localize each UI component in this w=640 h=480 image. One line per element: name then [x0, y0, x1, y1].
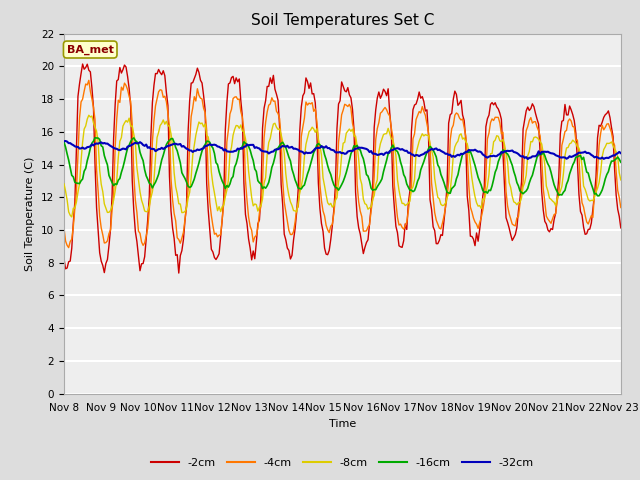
- Y-axis label: Soil Temperature (C): Soil Temperature (C): [26, 156, 35, 271]
- Legend: -2cm, -4cm, -8cm, -16cm, -32cm: -2cm, -4cm, -8cm, -16cm, -32cm: [147, 453, 538, 472]
- Title: Soil Temperatures Set C: Soil Temperatures Set C: [251, 13, 434, 28]
- X-axis label: Time: Time: [329, 419, 356, 429]
- Text: BA_met: BA_met: [67, 44, 114, 55]
